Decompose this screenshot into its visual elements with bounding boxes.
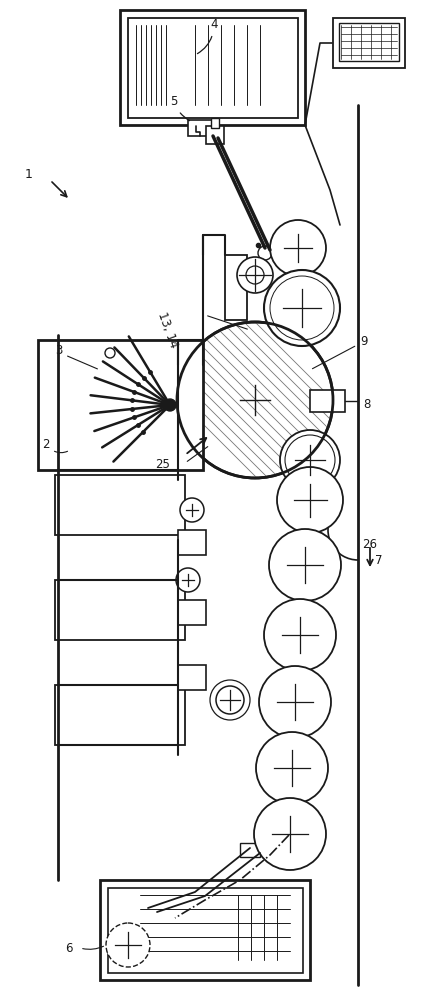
Text: 4: 4 (197, 18, 217, 54)
Bar (178, 600, 206, 625)
Bar (333, 18, 405, 68)
Bar (100, 880, 310, 980)
Circle shape (280, 430, 340, 490)
Bar (225, 255, 247, 320)
Circle shape (277, 467, 343, 533)
Circle shape (270, 220, 326, 276)
Circle shape (264, 599, 336, 671)
Circle shape (105, 348, 115, 358)
Bar (55, 580, 185, 640)
Text: 9: 9 (312, 335, 368, 369)
Bar (206, 126, 224, 144)
Bar (188, 120, 213, 136)
Bar (339, 23, 399, 61)
Circle shape (216, 686, 244, 714)
Circle shape (258, 246, 272, 260)
Bar (120, 10, 305, 125)
Text: 3: 3 (55, 344, 62, 357)
Bar (178, 665, 206, 690)
Bar (38, 340, 203, 470)
Circle shape (254, 798, 326, 870)
Circle shape (106, 923, 150, 967)
Text: 6: 6 (65, 942, 73, 954)
Text: 7: 7 (375, 554, 382, 566)
Text: 25: 25 (155, 458, 170, 472)
Bar (55, 685, 185, 745)
Text: 2: 2 (42, 438, 49, 452)
Circle shape (237, 257, 273, 293)
Bar (240, 843, 260, 857)
Text: 5: 5 (170, 95, 189, 121)
Circle shape (246, 266, 264, 284)
Circle shape (256, 732, 328, 804)
Bar (108, 888, 303, 973)
Circle shape (269, 529, 341, 601)
Bar (55, 475, 185, 535)
Circle shape (264, 270, 340, 346)
Bar (128, 18, 298, 118)
Circle shape (177, 322, 333, 478)
Bar (310, 390, 345, 412)
Bar (178, 530, 206, 555)
Circle shape (176, 568, 200, 592)
Circle shape (164, 399, 176, 411)
Bar (211, 118, 219, 128)
Text: 26: 26 (362, 538, 377, 552)
Circle shape (180, 498, 204, 522)
Text: 8: 8 (363, 398, 371, 412)
Circle shape (259, 666, 331, 738)
Text: 13, 14: 13, 14 (155, 310, 180, 350)
Text: 1: 1 (25, 168, 33, 182)
